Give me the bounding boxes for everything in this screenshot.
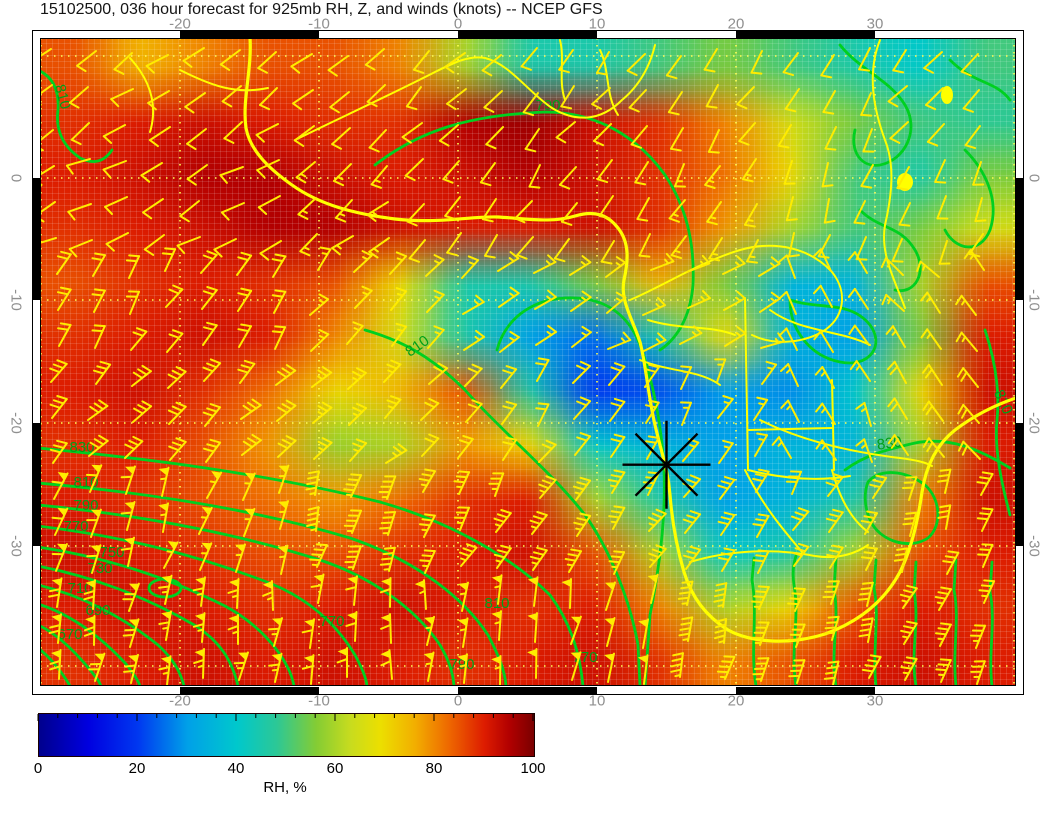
river-border-line <box>744 297 749 471</box>
colorbar-tick-label: 100 <box>520 760 546 777</box>
river-border-line <box>871 39 906 309</box>
contour-label: 810 <box>402 332 432 360</box>
axis-tick-label: 30 <box>866 692 884 710</box>
contour-label: 750 <box>99 544 124 561</box>
axis-tick-label: -30 <box>7 535 25 557</box>
river-border-line <box>294 44 656 141</box>
river-border-line <box>599 49 619 116</box>
axis-tick-label: -10 <box>308 692 330 710</box>
river-border-line <box>129 57 154 133</box>
map-frame <box>32 30 1024 695</box>
coastline <box>129 38 1016 643</box>
axis-tick-label: 0 <box>453 15 463 33</box>
river-border-line <box>769 309 871 346</box>
river-border-line <box>744 469 803 553</box>
axis-tick-label: -20 <box>169 692 191 710</box>
colorbar-tick-label: 20 <box>128 760 146 777</box>
contour-label: 690 <box>85 602 110 619</box>
axis-tick-label: 20 <box>727 15 745 33</box>
river-border-line <box>647 319 736 336</box>
axis-tick-label: -10 <box>1025 289 1043 311</box>
axis-tick-label: -10 <box>7 289 25 311</box>
contour-label: 770 <box>63 518 88 535</box>
contour-label: 790 <box>449 656 474 673</box>
lake <box>941 86 953 104</box>
axis-tick-label: 0 <box>1025 173 1043 183</box>
axis-tick-label: -20 <box>7 412 25 434</box>
river-border-line <box>747 427 833 431</box>
axis-tick-label: 10 <box>588 692 606 710</box>
contour-label: 810 <box>51 83 74 112</box>
river-border-line <box>759 419 933 467</box>
contour-label: 730 <box>87 560 112 577</box>
location-marker-asterisk <box>622 420 711 509</box>
contour-label: 670 <box>57 626 82 643</box>
colorbar-axis-label: RH, % <box>263 779 307 796</box>
colorbar-tick-label: 0 <box>33 760 43 777</box>
axis-tick-label: -30 <box>1025 535 1043 557</box>
lake <box>897 173 913 191</box>
colorbar-tick-label: 40 <box>227 760 245 777</box>
contour-label: 830 <box>69 439 94 456</box>
axis-tick-label: -20 <box>1025 412 1043 434</box>
river-border-line <box>689 544 869 563</box>
river-border-line <box>831 469 869 533</box>
contour-label: 770 <box>319 613 344 630</box>
colorbar-gradient <box>38 713 535 757</box>
colorbar-tick-label: 60 <box>326 760 344 777</box>
wind-barbs <box>40 47 996 686</box>
river-border-line <box>179 69 269 92</box>
axis-tick-label: 0 <box>7 173 25 183</box>
axis-tick-label: -10 <box>308 15 330 33</box>
height-contours <box>40 43 1012 686</box>
colorbar-ticks <box>37 714 534 721</box>
axis-tick-label: 10 <box>588 15 606 33</box>
axis-tick-label: 20 <box>727 692 745 710</box>
axis-tick-label: 0 <box>453 692 463 710</box>
colorbar-tick-label: 80 <box>425 760 443 777</box>
contour-labels: 810 7908108308107907707507307106906708107… <box>51 83 1016 673</box>
contour-label: 810 <box>484 595 509 612</box>
axis-tick-label: 30 <box>866 15 884 33</box>
axis-tick-label: -20 <box>169 15 191 33</box>
figure-title: 15102500, 036 hour forecast for 925mb RH… <box>40 1 603 18</box>
